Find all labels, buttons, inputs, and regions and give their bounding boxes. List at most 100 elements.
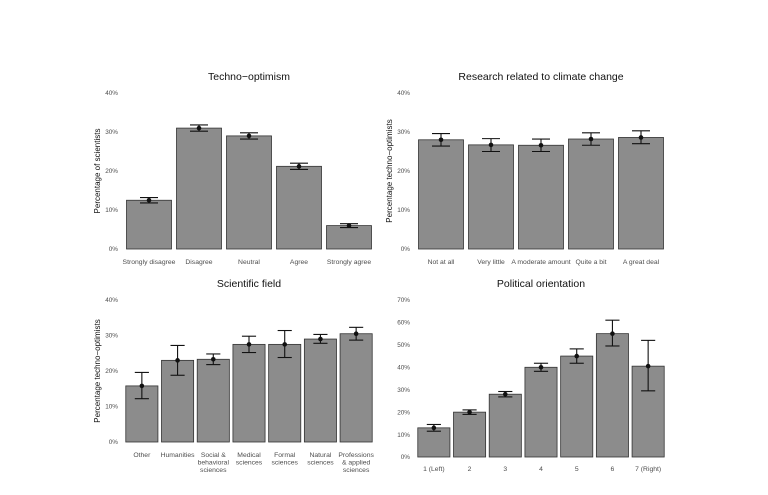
category-label: 5 <box>575 466 579 473</box>
category-label: 4 <box>539 466 543 473</box>
panel-2: Research related to climate change Percen… <box>385 71 664 266</box>
bar <box>618 137 664 250</box>
y-tick-label: 20% <box>105 368 118 375</box>
bar <box>595 333 629 458</box>
bar <box>326 225 372 250</box>
category-label: 2 <box>468 466 472 473</box>
bar <box>303 338 337 443</box>
data-point <box>574 353 580 359</box>
category-label: Other <box>133 452 151 459</box>
data-point <box>282 342 288 347</box>
category-label: A great deal <box>623 259 660 266</box>
data-point <box>296 164 302 169</box>
data-point <box>318 336 323 342</box>
y-tick-label: 0% <box>109 439 119 446</box>
data-point <box>588 136 594 142</box>
bar <box>226 135 272 250</box>
panel-title: Political orientation <box>497 278 585 290</box>
y-tick-label: 30% <box>397 387 410 394</box>
y-tick-label: 40% <box>397 364 410 371</box>
category-label: Professions & applied sciences <box>338 452 374 474</box>
category-label: Strongly agree <box>327 259 371 266</box>
category-label: Not at all <box>428 259 455 266</box>
data-point <box>146 197 152 203</box>
bar <box>268 343 302 443</box>
bar <box>339 333 373 443</box>
data-point <box>246 133 252 139</box>
panel-title: Techno−optimism <box>208 71 290 83</box>
y-tick-label: 10% <box>105 207 118 214</box>
category-label: 3 <box>503 466 507 473</box>
bar <box>524 366 558 458</box>
bar <box>453 411 487 458</box>
bar <box>126 199 172 250</box>
category-label: Formal sciences <box>271 452 298 467</box>
panel-4: Political orientation 0% 10% 20% 30% 40% 50% 60… <box>397 278 665 473</box>
category-label: Very little <box>477 259 505 266</box>
bar <box>518 144 564 250</box>
data-point <box>645 363 651 369</box>
panel-3: Scientific field Percentage techno−optimi… <box>93 278 374 474</box>
y-tick-label: 20% <box>397 409 410 416</box>
panel-title: Research related to climate change <box>458 71 623 83</box>
bar <box>417 427 451 458</box>
y-tick-label: 10% <box>397 432 410 439</box>
bar <box>568 138 614 250</box>
y-tick-label: 30% <box>397 129 410 136</box>
category-label: Medical sciences <box>236 452 263 467</box>
category-label: Natural sciences <box>307 452 334 467</box>
y-tick-label: 60% <box>397 320 410 327</box>
data-point <box>538 364 544 370</box>
category-label: Social & behavioral sciences <box>198 452 230 474</box>
data-point <box>438 137 444 143</box>
category-label: Neutral <box>238 259 260 266</box>
data-point <box>638 135 644 140</box>
category-label: Disagree <box>185 259 212 266</box>
bar <box>560 355 594 458</box>
bar <box>468 144 514 250</box>
y-tick-label: 70% <box>397 297 410 304</box>
data-point <box>353 331 359 337</box>
y-tick-label: 10% <box>105 404 118 411</box>
category-label: 1 (Left) <box>423 466 445 473</box>
category-label: 6 <box>611 466 615 473</box>
data-point <box>538 142 544 148</box>
data-point <box>210 356 216 362</box>
y-axis-label: Percentage techno−optimists <box>385 119 394 222</box>
y-axis-label: Percentage of scientists <box>93 129 102 214</box>
category-label: Quite a bit <box>576 259 607 266</box>
panel-1: Techno−optimism Percentage of scientists 0… <box>93 71 372 266</box>
data-point <box>196 125 202 131</box>
data-point <box>175 358 180 363</box>
data-point <box>246 342 252 347</box>
panel-title: Scientific field <box>217 278 281 290</box>
y-tick-label: 20% <box>105 168 118 175</box>
bar <box>488 393 522 458</box>
bar <box>176 127 222 250</box>
y-tick-label: 40% <box>397 90 410 97</box>
y-tick-label: 30% <box>105 129 118 136</box>
data-point <box>139 383 145 389</box>
y-axis-label: Percentage techno−optimists <box>93 319 102 422</box>
bar <box>418 139 464 250</box>
y-tick-label: 40% <box>105 297 118 304</box>
y-tick-label: 50% <box>397 342 410 349</box>
data-point <box>610 331 615 336</box>
data-point <box>431 425 437 431</box>
category-label: Strongly disagree <box>123 259 176 266</box>
y-tick-label: 10% <box>397 207 410 214</box>
data-point <box>467 409 472 415</box>
data-point <box>502 391 508 397</box>
bar <box>276 165 322 250</box>
data-point <box>488 142 494 148</box>
y-tick-label: 0% <box>109 246 119 253</box>
category-label: Humanities <box>161 452 196 459</box>
data-point <box>346 223 352 228</box>
y-tick-label: 0% <box>401 246 411 253</box>
category-label: Agree <box>290 259 308 266</box>
category-label: A moderate amount <box>511 259 570 266</box>
y-tick-label: 30% <box>105 333 118 340</box>
bar <box>232 343 266 443</box>
category-label: 7 (Right) <box>635 466 661 473</box>
